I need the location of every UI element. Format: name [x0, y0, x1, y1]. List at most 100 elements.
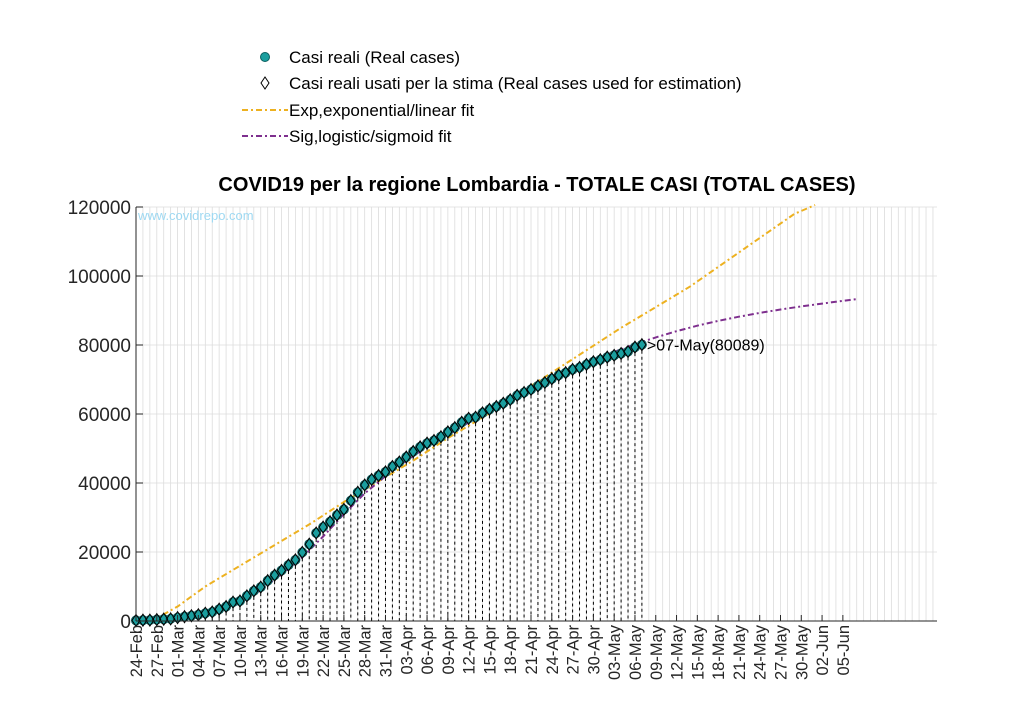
used-case-point [304, 537, 314, 552]
used-case-point [387, 459, 398, 474]
legend-entry-real-cases: Casi reali (Real cases) [260, 48, 460, 67]
x-tick-label: 30-May [793, 624, 811, 680]
used-case-point [498, 396, 508, 411]
used-case-point [228, 595, 238, 610]
exp-fit-line [135, 204, 816, 622]
x-tick-label: 10-Mar [232, 624, 250, 677]
used-case-point [415, 440, 425, 454]
used-case-point [152, 612, 162, 627]
used-case-point [436, 429, 446, 444]
legend-label-used: Casi reali usati per la stima (Real case… [289, 74, 742, 93]
used-case-point [235, 594, 245, 608]
legend-label-real: Casi reali (Real cases) [289, 48, 460, 67]
used-case-point [221, 599, 231, 614]
used-case-point [512, 388, 522, 403]
used-case-point [360, 478, 370, 492]
used-case-point [519, 385, 529, 400]
x-tick-label: 30-Apr [585, 625, 603, 675]
real-case-point [304, 539, 315, 550]
legend-label-sig: Sig,logistic/sigmoid fit [289, 127, 452, 146]
used-case-point [263, 573, 273, 588]
x-tick-label: 03-Apr [398, 625, 416, 675]
x-tick-label: 21-May [731, 624, 749, 680]
x-tick-label: 24-Feb [128, 625, 146, 677]
used-case-point [380, 465, 391, 479]
x-tick-label: 06-May [627, 624, 645, 680]
used-case-point [131, 613, 141, 628]
drop-lines [135, 344, 643, 621]
x-tick-label: 24-Apr [544, 625, 562, 675]
y-tick-label: 40000 [78, 474, 131, 495]
used-case-point [422, 436, 432, 451]
y-tick-label: 80000 [78, 336, 131, 357]
used-case-point [207, 605, 217, 619]
plot-area: www.covidrepo.com >07-May(80089) 0 20000 400… [68, 198, 937, 680]
used-case-point [561, 365, 571, 380]
used-case-point [353, 485, 363, 500]
used-case-point [470, 410, 481, 425]
used-case-point [297, 545, 307, 560]
used-case-point [540, 375, 550, 390]
used-case-point [401, 450, 411, 464]
x-tick-label: 02-Jun [814, 625, 832, 675]
x-tick-label: 09-Apr [440, 625, 458, 675]
used-case-point [339, 502, 349, 517]
x-tick-label: 18-May [710, 624, 728, 680]
used-case-point [491, 399, 501, 414]
used-case-point [145, 613, 155, 628]
used-case-point [325, 514, 335, 529]
used-case-point [457, 415, 467, 430]
legend: Casi reali (Real cases) Casi reali usati… [242, 48, 742, 146]
used-case-point [533, 379, 543, 393]
x-tick-label: 27-Feb [149, 625, 167, 677]
used-case-point [394, 455, 404, 469]
last-value-annotation: >07-May(80089) [647, 338, 765, 355]
y-tick-label: 0 [120, 612, 131, 633]
used-case-point [172, 610, 183, 625]
x-tick-label: 09-May [648, 624, 666, 680]
x-tick-label: 19-Mar [294, 624, 312, 677]
real-case-point [297, 547, 308, 558]
y-tick-label: 20000 [78, 543, 131, 564]
used-case-point [138, 613, 148, 628]
used-case-point [574, 360, 585, 375]
used-case-point [290, 552, 300, 567]
x-tick-label: 03-May [606, 624, 624, 680]
x-ticks: 24-Feb 27-Feb 01-Mar 04-Mar 07-Mar 10-Mar 13-M… [128, 615, 853, 680]
y-tick-label: 60000 [78, 405, 131, 426]
used-case-point [429, 433, 439, 448]
used-case-point [450, 420, 460, 435]
legend-label-exp: Exp,exponential/linear fit [289, 101, 475, 120]
legend-entry-sig-fit: Sig,logistic/sigmoid fit [242, 127, 452, 146]
used-case-point [276, 563, 287, 578]
used-case-point [249, 583, 259, 598]
used-case-point [505, 392, 515, 407]
used-case-point [186, 608, 197, 623]
used-case-point [200, 606, 210, 621]
x-tick-label: 25-Mar [336, 624, 354, 677]
legend-marker-real [260, 52, 270, 62]
used-case-point [311, 526, 321, 540]
used-case-point [464, 411, 474, 426]
used-case-point [637, 337, 647, 352]
x-tick-label: 05-Jun [835, 625, 853, 675]
used-case-point [408, 444, 418, 459]
real-case-point [352, 487, 363, 498]
real-case-point [345, 495, 356, 506]
x-tick-label: 27-Apr [565, 625, 583, 675]
x-tick-label: 28-Mar [357, 624, 375, 677]
used-case-point [242, 588, 252, 603]
used-case-point [373, 468, 384, 483]
x-tick-label: 24-May [752, 624, 770, 680]
x-tick-label: 07-Mar [211, 624, 229, 677]
x-tick-label: 22-Mar [315, 624, 333, 677]
x-tick-label: 06-Apr [419, 625, 437, 675]
used-case-point [179, 609, 190, 624]
used-case-point [526, 382, 536, 397]
x-tick-label: 01-Mar [170, 624, 188, 677]
x-tick-label: 31-Mar [378, 624, 396, 677]
used-case-point [443, 425, 453, 439]
used-case-point [595, 352, 605, 367]
used-case-point [318, 520, 328, 535]
chart-title: COVID19 per la regione Lombardia - TOTAL… [218, 174, 855, 196]
